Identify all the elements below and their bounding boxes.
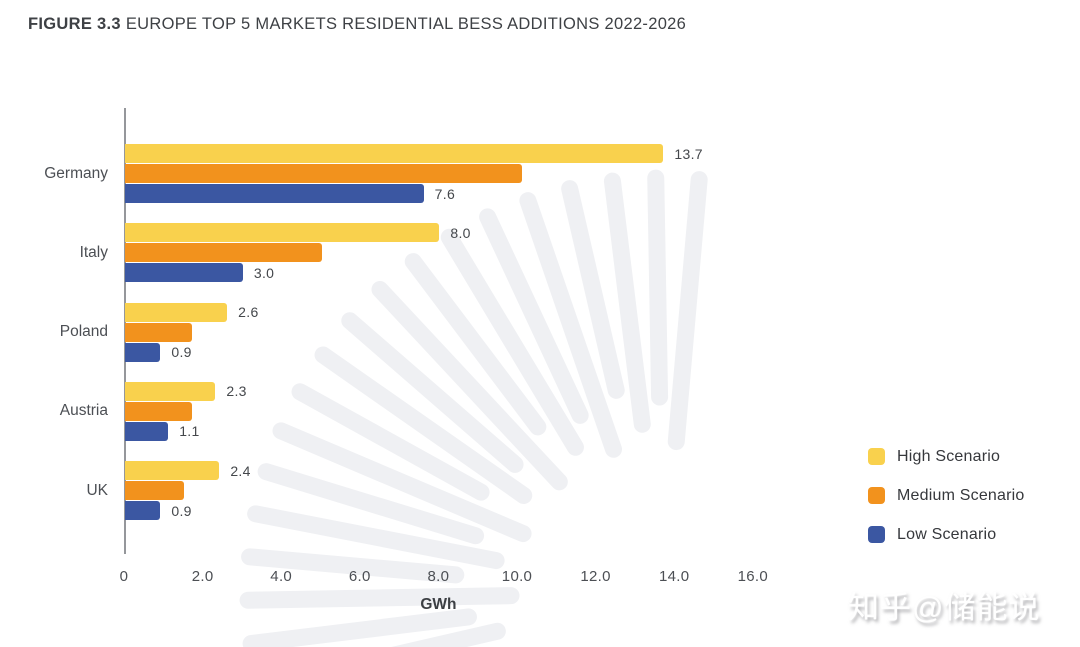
value-label-germany-high-scenario: 13.7 <box>674 145 703 162</box>
sun-ray <box>519 192 623 458</box>
legend-label-medium: Medium Scenario <box>897 486 1025 504</box>
bar-poland-medium-scenario <box>125 322 192 342</box>
legend-label-low: Low Scenario <box>897 525 997 543</box>
value-label-germany-low-scenario: 7.6 <box>434 185 456 202</box>
x-tick-14-0: 14.0 <box>658 568 690 585</box>
sun-ray <box>241 548 465 584</box>
value-label-austria-low-scenario: 1.1 <box>179 423 200 440</box>
x-tick-6-0: 6.0 <box>348 568 371 585</box>
sun-ray <box>272 422 532 543</box>
sun-ray <box>341 312 524 473</box>
figure-title-text: EUROPE TOP 5 MARKETS RESIDENTIAL BESS AD… <box>125 15 687 33</box>
value-label-uk-high-scenario: 2.4 <box>230 462 251 479</box>
y-axis-line <box>124 108 126 554</box>
sun-ray <box>479 208 589 424</box>
sun-ray <box>603 172 651 433</box>
x-tick-16-0: 16.0 <box>737 568 768 585</box>
x-tick-12-0: 12.0 <box>580 568 611 585</box>
sun-ray <box>561 180 625 399</box>
bar-italy-medium-scenario <box>125 243 322 263</box>
legend: High Scenario Medium Scenario Low Scenar… <box>868 448 1025 565</box>
category-label-italy: Italy <box>79 243 108 261</box>
bar-germany-high-scenario <box>125 144 664 163</box>
legend-swatch-high <box>868 448 885 465</box>
category-label-uk: UK <box>86 481 108 499</box>
sun-ray <box>291 383 490 501</box>
figure-title: FIGURE 3.3 EUROPE TOP 5 MARKETS RESIDENTI… <box>28 15 686 34</box>
bar-poland-low-scenario <box>125 342 161 362</box>
sun-ray <box>239 587 520 609</box>
sun-ray <box>440 228 584 456</box>
sun-ray <box>314 346 533 504</box>
legend-label-high: High Scenario <box>897 447 1001 465</box>
bar-uk-medium-scenario <box>125 481 184 501</box>
value-label-italy-low-scenario: 3.0 <box>253 264 275 281</box>
x-tick-8-0: 8.0 <box>427 568 450 585</box>
x-tick-0: 0 <box>119 568 129 585</box>
bar-germany-medium-scenario <box>125 164 522 183</box>
legend-item-medium: Medium Scenario <box>868 487 1025 504</box>
legend-swatch-medium <box>868 487 885 504</box>
bar-uk-low-scenario <box>125 501 161 521</box>
bar-austria-low-scenario <box>125 421 169 441</box>
sun-ray <box>404 253 547 436</box>
sun-ray <box>257 463 485 545</box>
legend-item-low: Low Scenario <box>868 526 1025 543</box>
sun-ray <box>371 280 568 491</box>
value-label-uk-low-scenario: 0.9 <box>171 502 192 519</box>
bar-germany-low-scenario <box>125 184 424 203</box>
category-label-austria: Austria <box>59 402 108 420</box>
bar-poland-high-scenario <box>125 302 228 322</box>
sun-ray <box>242 608 477 647</box>
value-label-poland-high-scenario: 2.6 <box>238 304 259 321</box>
figure-number: FIGURE 3.3 <box>28 15 121 33</box>
sun-ray <box>647 169 669 406</box>
bar-italy-low-scenario <box>125 263 243 283</box>
category-label-poland: Poland <box>59 323 108 341</box>
x-tick-10-0: 10.0 <box>501 568 533 585</box>
sun-ray <box>391 622 506 647</box>
watermark: 知乎@储能说 <box>848 590 1041 625</box>
bar-italy-high-scenario <box>125 223 440 243</box>
bar-austria-high-scenario <box>125 381 216 401</box>
legend-item-high: High Scenario <box>868 448 1025 465</box>
x-tick-4-0: 4.0 <box>270 568 293 585</box>
sun-ray <box>247 505 505 570</box>
value-label-poland-low-scenario: 0.9 <box>171 344 192 361</box>
bar-uk-high-scenario <box>125 461 220 481</box>
value-label-italy-high-scenario: 8.0 <box>450 224 471 241</box>
sun-ray <box>667 171 708 451</box>
x-tick-2-0: 2.0 <box>191 568 214 585</box>
x-axis-label: GWh <box>420 596 457 613</box>
bar-austria-medium-scenario <box>125 401 192 421</box>
value-label-austria-high-scenario: 2.3 <box>226 383 247 400</box>
category-label-germany: Germany <box>44 164 108 182</box>
legend-swatch-low <box>868 526 885 543</box>
